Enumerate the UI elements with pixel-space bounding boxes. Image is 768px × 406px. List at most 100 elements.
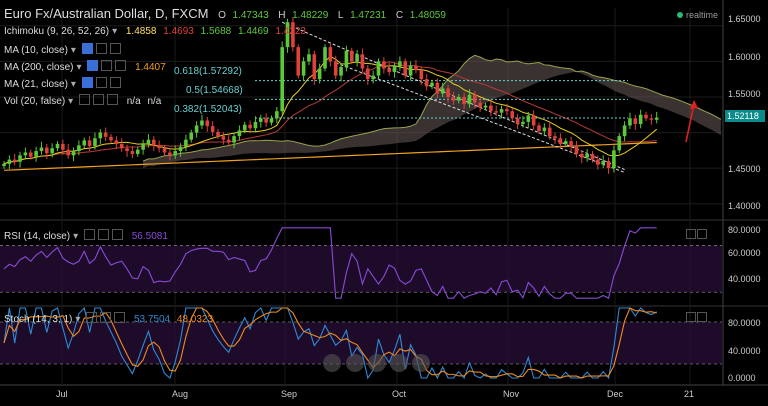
candle-body xyxy=(205,120,210,127)
candle-body xyxy=(440,88,445,94)
settings-icon[interactable] xyxy=(100,312,112,323)
rsi-pane-buttons[interactable] xyxy=(686,229,708,241)
candle-body xyxy=(93,138,97,147)
settings-icon[interactable] xyxy=(95,43,107,54)
close-icon[interactable] xyxy=(109,77,121,88)
close-icon[interactable] xyxy=(111,229,123,240)
candle-body xyxy=(622,125,627,137)
candle-body xyxy=(216,131,220,137)
close-icon[interactable] xyxy=(114,312,126,323)
eye-icon[interactable] xyxy=(86,312,98,323)
settings-icon[interactable] xyxy=(97,229,109,240)
settings-icon[interactable] xyxy=(95,77,107,88)
eye-icon[interactable] xyxy=(78,94,90,105)
ma200-line xyxy=(3,141,657,171)
candle-body xyxy=(146,139,151,144)
candle-body xyxy=(264,118,268,123)
close-label: C xyxy=(395,10,404,21)
candle-body xyxy=(55,143,60,149)
ma21-line xyxy=(3,61,657,165)
candle-body xyxy=(419,69,424,80)
close-icon[interactable] xyxy=(109,43,121,54)
legend-ma200[interactable]: MA (200, close) ▾ 1.4407 xyxy=(4,60,166,73)
candle-body xyxy=(189,132,194,140)
stoch-label: Stoch (14, 3, 1) xyxy=(4,314,73,325)
annotation-arrow-line xyxy=(685,103,695,143)
candle-body xyxy=(537,125,541,132)
candle-body xyxy=(654,117,659,120)
chevron-down-icon[interactable]: ▾ xyxy=(112,26,118,37)
candle-body xyxy=(280,47,284,112)
legend-ma21[interactable]: MA (21, close) ▾ xyxy=(4,77,121,90)
legend-ichimoku[interactable]: Ichimoku (9, 26, 52, 26) ▾ 1.4858 1.4693 … xyxy=(4,26,306,37)
nav-button-icon xyxy=(323,354,341,372)
candle-body xyxy=(499,109,504,113)
candle-body xyxy=(563,141,568,144)
ma21-label: MA (21, close) xyxy=(4,79,68,90)
chevron-down-icon[interactable]: ▾ xyxy=(73,231,79,242)
candle-body xyxy=(119,143,124,149)
time-tick: Jul xyxy=(56,389,68,399)
legend-stoch[interactable]: Stoch (14, 3, 1) ▾ 53.7504 48.0323 xyxy=(4,312,213,325)
candle-body xyxy=(109,136,113,141)
candle-body xyxy=(259,118,263,122)
rsi-line xyxy=(3,227,657,299)
candle-body xyxy=(371,75,375,80)
candle-body xyxy=(366,68,370,80)
close-icon[interactable] xyxy=(697,312,707,322)
candle-body xyxy=(398,61,402,67)
close-icon[interactable] xyxy=(697,229,707,239)
settings-icon[interactable] xyxy=(101,60,113,71)
eye-icon[interactable] xyxy=(87,60,99,71)
candle-body xyxy=(301,61,306,76)
candle-body xyxy=(307,54,311,62)
candle-body xyxy=(130,151,135,154)
legend-vol[interactable]: Vol (20, false) ▾ n/a n/a xyxy=(4,94,161,107)
chevron-down-icon[interactable]: ▾ xyxy=(68,96,74,107)
settings-icon[interactable] xyxy=(92,94,104,105)
legend-rsi[interactable]: RSI (14, close) ▾ 56.5081 xyxy=(4,229,168,242)
candle-body xyxy=(210,126,215,132)
candle-body xyxy=(387,68,391,73)
stoch-tick: 80.0000 xyxy=(728,318,761,328)
candle-body xyxy=(194,125,199,133)
stoch-pane-buttons[interactable] xyxy=(686,312,708,324)
candle-body xyxy=(71,151,76,156)
chevron-down-icon[interactable]: ▾ xyxy=(70,79,76,90)
candle-body xyxy=(612,150,616,169)
candle-body xyxy=(547,127,552,137)
candle-body xyxy=(232,136,236,143)
candle-body xyxy=(66,149,70,156)
candle-body xyxy=(574,146,579,154)
eye-icon[interactable] xyxy=(81,77,93,88)
candle-body xyxy=(221,136,226,140)
stoch-tick: 0.0000 xyxy=(728,373,756,383)
price-tick: 1.45000 xyxy=(728,164,761,174)
time-tick: Aug xyxy=(172,389,189,399)
candle-body xyxy=(39,147,44,152)
maximize-icon[interactable] xyxy=(686,312,696,322)
candle-body xyxy=(312,54,317,80)
maximize-icon[interactable] xyxy=(686,229,696,239)
candle-body xyxy=(339,67,343,76)
legend-ma10[interactable]: MA (10, close) ▾ xyxy=(4,43,121,56)
candle-body xyxy=(446,88,450,97)
chevron-down-icon[interactable]: ▾ xyxy=(75,314,81,325)
eye-icon[interactable] xyxy=(81,43,93,54)
last-price-badge: 1.52118 xyxy=(725,110,765,122)
close-icon[interactable] xyxy=(106,94,118,105)
candle-body xyxy=(23,152,28,156)
price-tick: 1.60000 xyxy=(728,52,761,62)
chevron-down-icon[interactable]: ▾ xyxy=(70,45,76,56)
candle-body xyxy=(344,50,349,68)
price-tick: 1.55000 xyxy=(728,89,761,99)
stoch-d-value: 48.0323 xyxy=(176,314,214,325)
close-icon[interactable] xyxy=(115,60,127,71)
candle-body xyxy=(456,96,461,101)
candle-body xyxy=(141,143,145,150)
vol-value-2: n/a xyxy=(147,96,162,107)
chevron-down-icon[interactable]: ▾ xyxy=(76,62,82,73)
eye-icon[interactable] xyxy=(83,229,95,240)
